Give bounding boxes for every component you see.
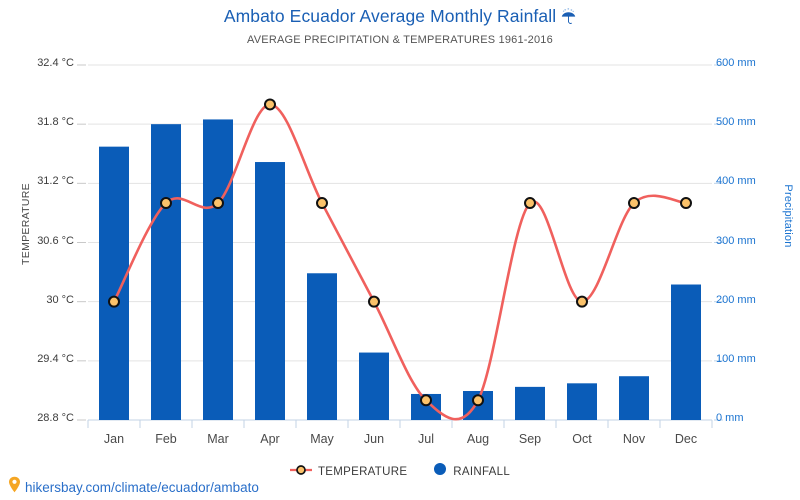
page-title-text: Ambato Ecuador Average Monthly Rainfall (223, 6, 557, 26)
temperature-point[interactable] (680, 197, 692, 210)
page-title: Ambato Ecuador Average Monthly Rainfall (0, 6, 800, 30)
right-axis-tick-label: 500 mm (716, 116, 756, 129)
right-axis-tick-label: 0 mm (716, 412, 744, 424)
left-axis-tick-label: 32.4 °C (37, 57, 74, 69)
x-axis-tick-label: Feb (155, 432, 177, 446)
x-axis-tick-label: Oct (572, 432, 592, 446)
left-axis-tick-label: 30 °C (46, 293, 74, 306)
rainfall-bar[interactable] (307, 273, 337, 420)
x-axis-tick-label: Sep (518, 432, 542, 446)
temperature-point[interactable] (368, 295, 380, 308)
temperature-point[interactable] (420, 394, 432, 407)
x-axis-tick-label: Apr (260, 432, 280, 446)
x-axis-tick-label: Jan (103, 432, 125, 446)
temperature-point[interactable] (316, 197, 328, 210)
left-axis-tick-label: 31.2 °C (37, 175, 74, 188)
rainfall-bar[interactable] (151, 124, 181, 421)
left-axis-tick-label: 30.6 °C (37, 234, 74, 247)
map-pin-icon (8, 476, 21, 498)
temperature-point[interactable] (524, 197, 536, 210)
right-axis-tick-label: 100 mm (716, 352, 756, 365)
x-axis-tick-label: Dec (674, 432, 698, 446)
legend-label-temperature: TEMPERATURE (317, 465, 408, 478)
temperature-point[interactable] (264, 98, 276, 111)
chart-legend: TEMPERATURE RAINFALL (0, 462, 800, 481)
temperature-point[interactable] (160, 197, 172, 210)
temperature-point[interactable] (108, 295, 120, 308)
right-axis-tick-label: 400 mm (716, 175, 756, 188)
rainfall-bar[interactable] (619, 376, 649, 420)
rainfall-bar[interactable] (359, 352, 389, 420)
legend-item-rainfall[interactable]: RAINFALL (433, 462, 510, 481)
temperature-point[interactable] (628, 197, 640, 210)
left-axis-tick-label: 29.4 °C (37, 352, 74, 365)
right-axis-tick-label: 300 mm (716, 234, 756, 247)
rainfall-bar[interactable] (567, 383, 597, 420)
rainfall-bar[interactable] (255, 162, 285, 421)
left-axis-tick-label: 28.8 °C (37, 412, 74, 424)
legend-label-rainfall: RAINFALL (453, 465, 511, 478)
x-axis-tick-label: Aug (466, 432, 490, 446)
x-axis-tick-label: Nov (622, 432, 646, 446)
x-axis-tick-label: Mar (207, 432, 229, 446)
page-subtitle: AVERAGE PRECIPITATION & TEMPERATURES 196… (247, 34, 553, 46)
temperature-point[interactable] (576, 295, 588, 308)
line-marker-icon (289, 463, 312, 481)
footer-url[interactable]: hikersbay.com/climate/ecuador/ambato (25, 479, 259, 495)
left-axis-tick-label: 31.8 °C (37, 116, 74, 129)
x-axis-tick-label: Jul (418, 432, 434, 446)
rainfall-bar[interactable] (671, 284, 701, 420)
x-axis-tick-label: Jun (363, 432, 385, 446)
circle-dot-icon (433, 462, 447, 481)
rainfall-bar[interactable] (515, 386, 545, 420)
legend-item-temperature[interactable]: TEMPERATURE (289, 463, 408, 481)
right-axis-tick-label: 600 mm (716, 57, 756, 69)
temperature-line (112, 103, 688, 421)
umbrella-rain-icon (561, 8, 576, 30)
x-axis-tick-label: May (310, 432, 334, 446)
footer[interactable]: hikersbay.com/climate/ecuador/ambato (8, 476, 259, 498)
rainfall-bar[interactable] (99, 146, 129, 420)
temperature-point[interactable] (212, 197, 224, 210)
rainfall-bar[interactable] (203, 119, 233, 420)
temperature-point[interactable] (472, 394, 484, 407)
right-axis-tick-label: 200 mm (716, 293, 756, 306)
right-axis-title: Precipitation (782, 184, 794, 248)
